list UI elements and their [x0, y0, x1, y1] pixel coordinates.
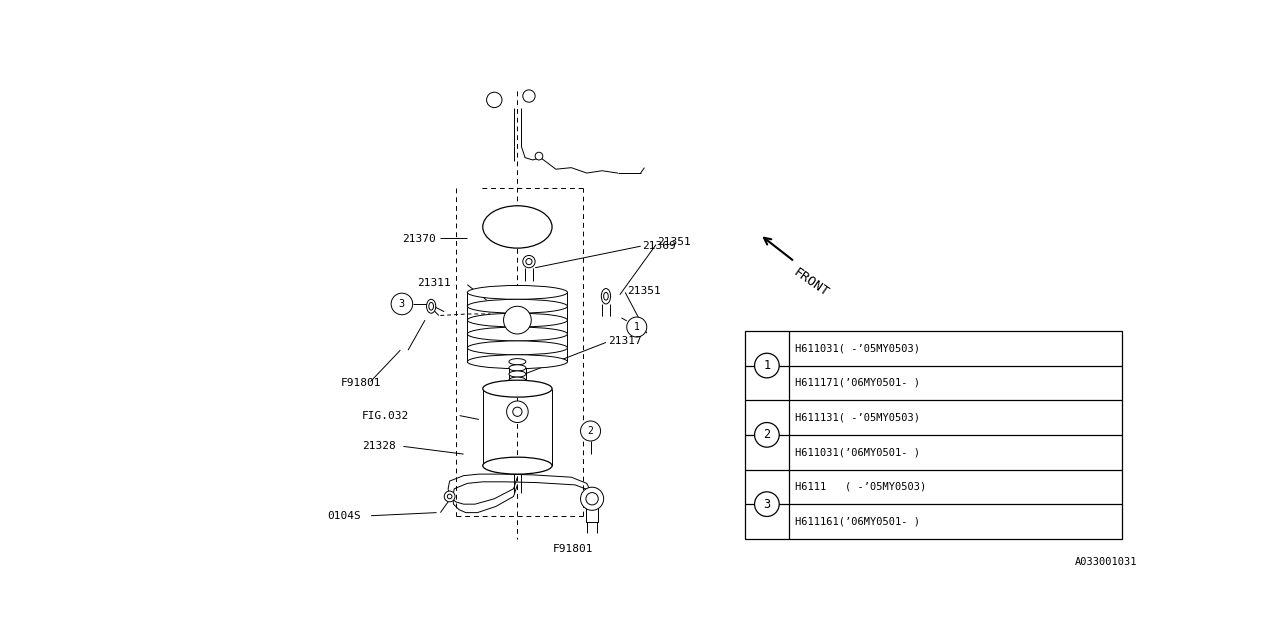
Ellipse shape	[483, 380, 552, 397]
Text: 2: 2	[588, 426, 594, 436]
Ellipse shape	[429, 303, 434, 310]
Text: H611031( -’05MY0503): H611031( -’05MY0503)	[795, 343, 920, 353]
Circle shape	[535, 152, 543, 160]
Ellipse shape	[483, 457, 552, 474]
Circle shape	[755, 422, 780, 447]
Ellipse shape	[467, 285, 567, 300]
Text: H611171(’06MY0501- ): H611171(’06MY0501- )	[795, 378, 920, 388]
Text: 21370: 21370	[402, 234, 435, 243]
Text: F91801: F91801	[340, 378, 381, 388]
Ellipse shape	[586, 493, 598, 505]
Text: FRONT: FRONT	[791, 266, 831, 299]
Circle shape	[522, 90, 535, 102]
Ellipse shape	[467, 300, 567, 313]
Ellipse shape	[467, 327, 567, 341]
Text: 3: 3	[399, 299, 404, 309]
Circle shape	[447, 494, 452, 499]
Circle shape	[526, 259, 532, 265]
Circle shape	[486, 92, 502, 108]
Text: 21311: 21311	[417, 278, 451, 288]
Circle shape	[444, 491, 454, 502]
Text: F91801: F91801	[553, 544, 593, 554]
Circle shape	[507, 401, 529, 422]
Circle shape	[581, 421, 600, 441]
Text: 1: 1	[634, 322, 640, 332]
Text: 3: 3	[763, 498, 771, 511]
Ellipse shape	[426, 300, 435, 313]
Ellipse shape	[467, 313, 567, 327]
Ellipse shape	[467, 341, 567, 355]
Ellipse shape	[509, 365, 526, 371]
Ellipse shape	[467, 355, 567, 369]
Text: A033001031: A033001031	[1075, 557, 1137, 567]
Circle shape	[503, 307, 531, 334]
Text: 21328: 21328	[362, 442, 396, 451]
Ellipse shape	[509, 371, 526, 377]
Ellipse shape	[509, 377, 526, 383]
Text: 2: 2	[763, 428, 771, 442]
Circle shape	[755, 353, 780, 378]
Bar	[745, 331, 1121, 539]
Circle shape	[522, 255, 535, 268]
Text: H6111   ( -’05MY0503): H6111 ( -’05MY0503)	[795, 482, 927, 492]
Text: H611031(’06MY0501- ): H611031(’06MY0501- )	[795, 447, 920, 457]
Circle shape	[627, 317, 646, 337]
Circle shape	[513, 407, 522, 417]
Text: 21351: 21351	[658, 237, 691, 247]
Ellipse shape	[581, 487, 604, 510]
Ellipse shape	[509, 358, 526, 365]
Ellipse shape	[604, 292, 608, 300]
Text: 1: 1	[763, 359, 771, 372]
Text: H611131( -’05MY0503): H611131( -’05MY0503)	[795, 413, 920, 422]
Circle shape	[392, 293, 412, 315]
Text: 0104S: 0104S	[328, 511, 361, 521]
Ellipse shape	[483, 206, 552, 248]
Circle shape	[755, 492, 780, 516]
Text: 21351: 21351	[627, 286, 660, 296]
Text: H611161(’06MY0501- ): H611161(’06MY0501- )	[795, 516, 920, 527]
Text: 21317: 21317	[608, 336, 643, 346]
Bar	[586, 506, 598, 522]
Ellipse shape	[602, 289, 611, 304]
Text: 21369: 21369	[643, 241, 676, 251]
Text: FIG.032: FIG.032	[362, 411, 410, 420]
